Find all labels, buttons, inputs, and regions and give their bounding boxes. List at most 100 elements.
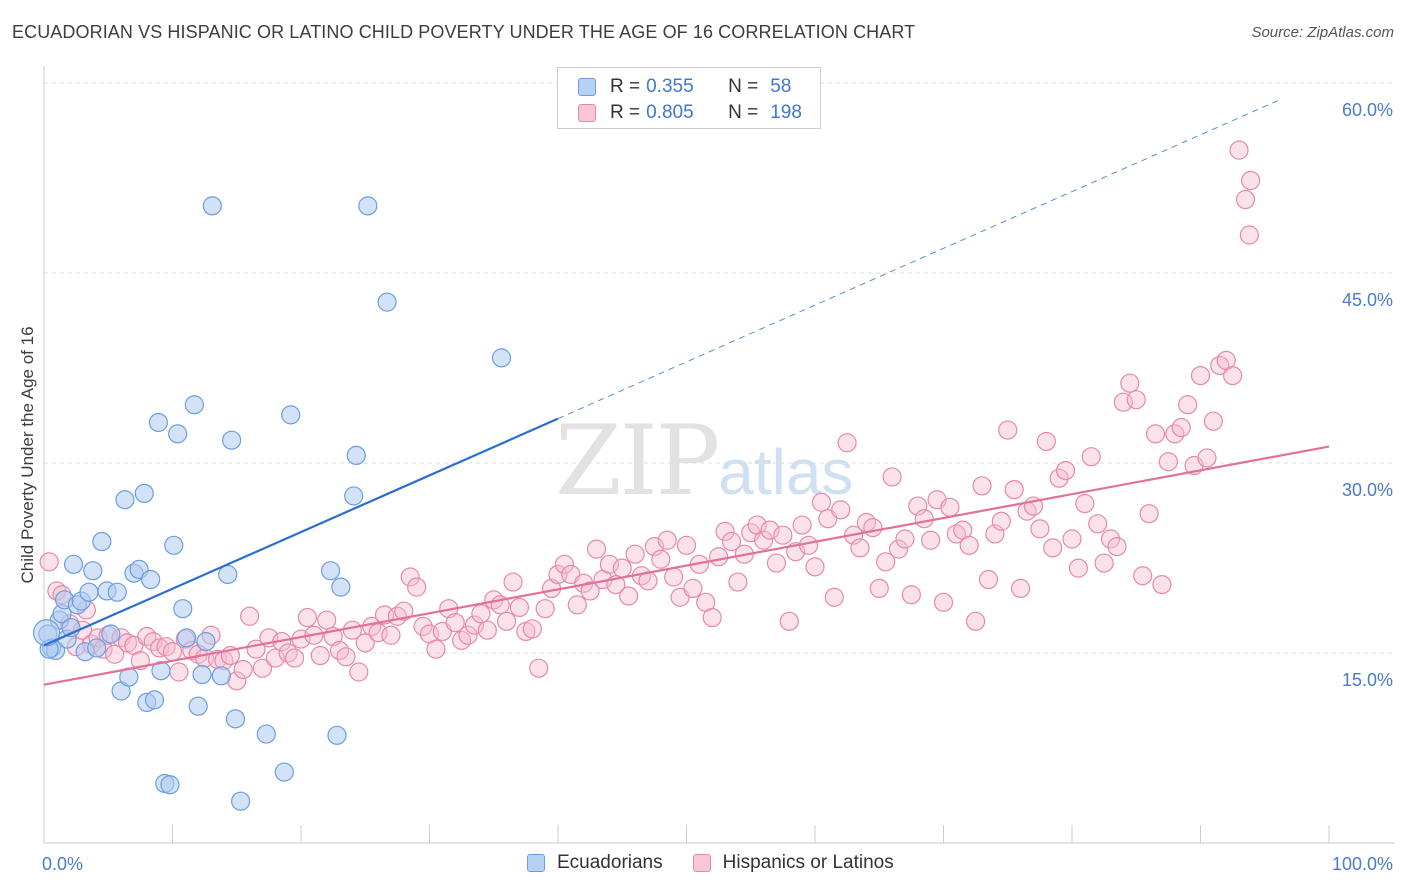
hispanic-point <box>651 549 671 569</box>
axis-labels: 15.0% 30.0% 45.0% 60.0% 0.0% 100.0% Child Pove… <box>18 100 1393 874</box>
hispanic-point <box>529 658 549 678</box>
ecuadorian-point <box>107 582 127 602</box>
legend-label-ecuadorians: Ecuadorians <box>557 852 663 873</box>
hispanic-point <box>612 558 632 578</box>
hispanic-point <box>933 592 954 612</box>
hispanic-point <box>959 535 979 555</box>
hispanic-point <box>1203 411 1223 431</box>
hispanic-point <box>721 531 742 552</box>
ecuadorian-point <box>164 535 184 555</box>
hispanic-point <box>985 524 1005 544</box>
hispanic-point <box>998 420 1018 440</box>
ecuadorian-point <box>177 628 197 648</box>
hispanic-point <box>811 492 832 512</box>
hispanic-point <box>709 547 729 567</box>
hispanic-point <box>413 616 433 637</box>
hispanic-point <box>1094 553 1114 573</box>
hispanic-point <box>471 604 491 624</box>
ecuadorian-point <box>115 490 135 510</box>
hispanic-point <box>1043 538 1063 558</box>
hispanic-point <box>1145 424 1166 444</box>
legend-item-ecuadorians: Ecuadorians <box>527 852 663 874</box>
hispanic-point <box>921 530 941 550</box>
hispanic-point <box>805 557 825 577</box>
hispanic-point <box>317 610 337 630</box>
ecuadorian-point <box>188 696 208 716</box>
legend-label-hispanics: Hispanics or Latinos <box>722 852 894 873</box>
ecuadorian-point <box>184 395 204 415</box>
ecuadorian-point <box>173 599 193 619</box>
legend-r-label: R = <box>610 76 641 97</box>
ecuadorian-point <box>196 631 216 652</box>
hispanic-point <box>1190 366 1211 386</box>
ecuadorian-point <box>320 561 341 581</box>
hispanic-point <box>676 535 697 555</box>
hispanic-point <box>1055 461 1076 481</box>
hispanic-point <box>1075 493 1095 514</box>
hispanic-point <box>901 585 921 605</box>
ecuadorian-points <box>32 196 512 811</box>
hispanic-point <box>760 520 780 540</box>
legend-r-label: R = <box>610 102 641 123</box>
hispanic-point <box>265 648 285 668</box>
hispanic-point <box>105 644 125 664</box>
hispanic-point <box>355 633 375 653</box>
y-tick-label: 30.0% <box>1342 480 1393 500</box>
hispanic-point <box>1120 373 1140 393</box>
ecuadorian-point <box>231 791 251 811</box>
hispanic-point <box>683 578 703 599</box>
hispanic-point <box>1010 578 1031 599</box>
hispanic-point <box>156 637 176 657</box>
hispanic-point <box>779 611 799 631</box>
hispanic-point <box>137 626 157 647</box>
hispanic-point <box>869 578 889 599</box>
hispanic-point <box>1100 529 1121 549</box>
ecuadorian-point <box>151 661 171 681</box>
hispanic-point <box>863 517 883 538</box>
hispanic-point <box>702 607 722 628</box>
ecuadorian-point <box>222 430 242 450</box>
hispanic-point <box>895 529 915 549</box>
hispanic-point <box>252 658 273 678</box>
source-label: Source: ZipAtlas.com <box>1251 24 1394 41</box>
hispanic-point <box>39 552 59 572</box>
trend-lines <box>43 100 1330 686</box>
ecuadorian-point <box>92 531 112 552</box>
hispanic-point <box>1223 366 1243 386</box>
ecuadorian-point <box>144 690 165 710</box>
chart-title: ECUADORIAN VS HISPANIC OR LATINO CHILD P… <box>12 22 916 42</box>
legend-row-hispanics: R = 0.805 N = 198 <box>578 102 802 124</box>
hispanic-point <box>1036 431 1056 452</box>
hispanic-point <box>972 476 992 496</box>
ecuadorian-point <box>83 561 103 581</box>
ecuadorian-trend-extension <box>557 100 1278 420</box>
hispanic-point <box>150 638 170 658</box>
y-axis-label: Child Poverty Under the Age of 16 <box>18 326 37 583</box>
ecuadorian-point <box>281 405 301 425</box>
hispanic-point <box>599 554 620 574</box>
ecuadorian-point <box>148 412 168 433</box>
ecuadorian-point <box>79 582 99 602</box>
ecuadorian-point <box>134 483 154 503</box>
hispanic-point <box>586 539 607 559</box>
hispanic-trend-line <box>43 445 1330 686</box>
hispanic-point <box>1049 468 1069 488</box>
hispanic-point <box>625 544 645 564</box>
hispanic-point <box>310 645 330 666</box>
hispanic-point <box>522 619 542 639</box>
hispanic-point <box>1235 189 1256 210</box>
hispanic-point <box>1139 504 1159 524</box>
hispanic-point <box>1229 140 1249 160</box>
hispanic-point <box>477 620 497 640</box>
legend-row-ecuadorians: R = 0.355 N = 58 <box>578 76 791 98</box>
hispanic-point <box>850 538 870 558</box>
ecuadorian-point <box>327 725 347 745</box>
ecuadorian-point <box>168 424 188 444</box>
hispanic-point <box>169 662 189 682</box>
hispanic-point <box>1178 395 1198 415</box>
legend-r-value: 0.805 <box>646 102 694 123</box>
hispanic-point <box>664 567 684 587</box>
legend-item-hispanics: Hispanics or Latinos <box>692 852 894 874</box>
hispanic-point <box>837 433 857 453</box>
hispanic-point <box>426 639 446 659</box>
